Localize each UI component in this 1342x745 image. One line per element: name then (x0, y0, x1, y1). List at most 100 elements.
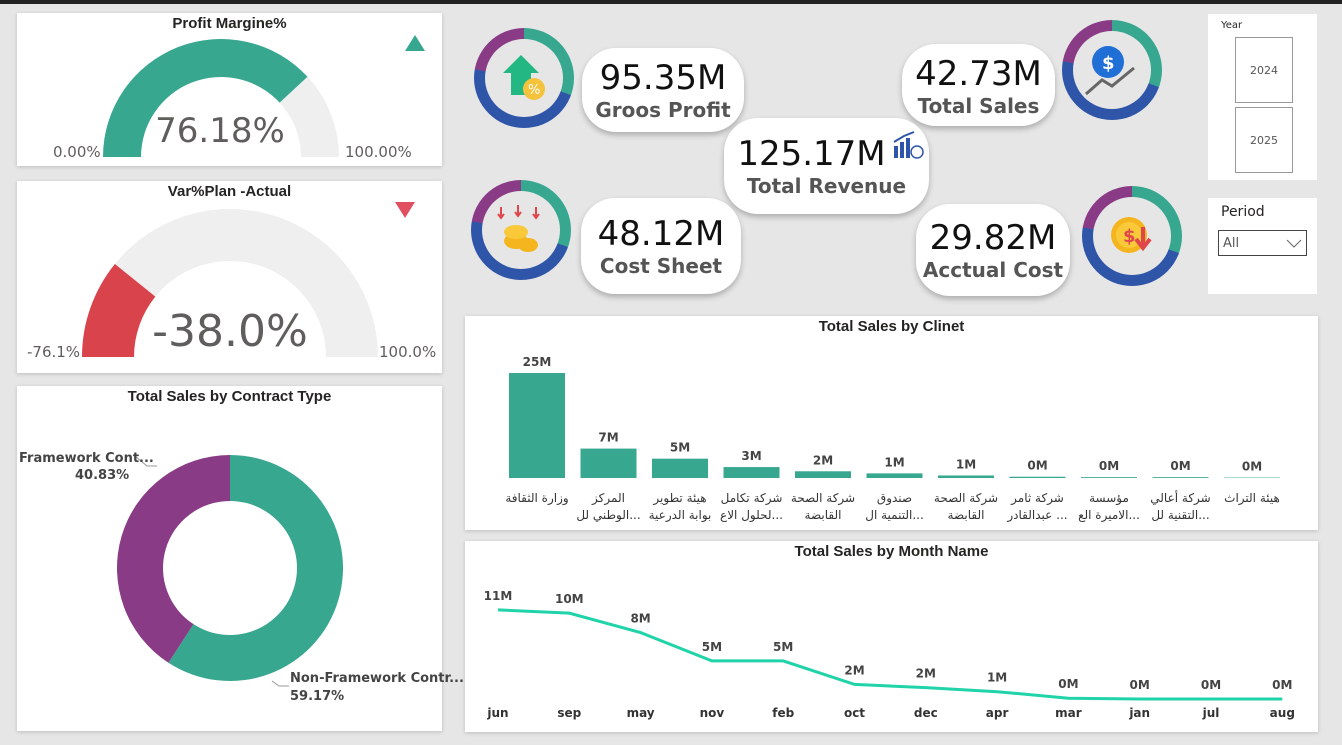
year-slicer: Year 2024 2025 (1208, 14, 1317, 180)
sales-by-client-title: Total Sales by Clinet (818, 318, 965, 335)
slice-label-framework: Framework Cont... (19, 451, 154, 466)
actual-cost-value: 29.82M (929, 218, 1057, 258)
var-plan-max: 100.0% (379, 343, 437, 361)
profit-margin-value: 76.18% (155, 111, 285, 151)
coins-down-icon (471, 180, 571, 280)
month-axis-label: apr (986, 706, 1009, 720)
bar-data-label: 7M (598, 431, 618, 445)
bar (723, 467, 780, 478)
total-sales-ring: $ (1062, 20, 1162, 120)
profit-margin-min: 0.00% (53, 143, 101, 161)
dollar-growth-icon: $ (1062, 20, 1162, 120)
chart-dollar-icon (893, 131, 924, 159)
gross-profit-ring: % (474, 28, 574, 128)
gauge-fill (103, 39, 308, 157)
month-axis-label: mar (1055, 706, 1082, 720)
bar-data-label: 1M (956, 457, 976, 471)
bar (795, 471, 851, 478)
gross-profit-value: 95.35M (599, 58, 727, 98)
triangle-down-icon (395, 202, 415, 218)
profit-margin-title: Profit Margine% (172, 15, 287, 32)
bar-category-label: هيئة تطوير (652, 491, 706, 506)
donut-slice-0 (168, 455, 343, 681)
month-axis-label: sep (557, 706, 581, 720)
gross-profit-kpi: 95.35M Groos Profit (582, 48, 744, 132)
bar-category-label: القابضة (805, 508, 842, 522)
bar-category-label: المركز (591, 491, 625, 506)
line-data-label: 5M (702, 640, 722, 654)
line-data-label: 0M (1058, 677, 1078, 691)
bar-data-label: 0M (1027, 459, 1047, 473)
month-axis-label: jan (1128, 706, 1150, 720)
bar (580, 448, 637, 478)
line-data-label: 10M (555, 592, 584, 606)
chevron-down-icon (1286, 239, 1302, 248)
month-axis-label: dec (914, 706, 938, 720)
bar (866, 473, 923, 478)
actual-cost-ring: $ (1082, 186, 1182, 286)
line-data-label: 1M (987, 671, 1007, 685)
bar (509, 373, 565, 478)
bar (1152, 477, 1209, 478)
cost-sheet-value: 48.12M (597, 214, 725, 254)
actual-cost-kpi: 29.82M Acctual Cost (916, 204, 1070, 296)
sales-line (497, 608, 1283, 701)
gauge-background (82, 209, 378, 357)
year-option-2025[interactable]: 2025 (1235, 107, 1293, 173)
slice-pct-framework: 40.83% (75, 468, 130, 483)
bar (1081, 477, 1137, 478)
slice-pct-non-framework: 59.17% (290, 689, 345, 704)
line-data-label: 2M (844, 663, 864, 677)
line-data-label: 5M (773, 640, 793, 654)
bar-data-label: 25M (523, 355, 552, 369)
bar-data-label: 3M (741, 449, 761, 463)
line-data-label: 0M (1272, 678, 1292, 692)
bar-category-label: وزارة الثقافة (505, 491, 568, 506)
total-sales-kpi: 42.73M Total Sales (902, 44, 1055, 126)
line-data-label: 2M (916, 667, 936, 681)
period-selected: All (1223, 236, 1240, 251)
total-revenue-kpi: 125.17M Total Revenue (724, 118, 929, 214)
gauge-fill (82, 263, 156, 357)
line-data-label: 11M (484, 589, 513, 603)
sales-by-month-card: Total Sales by Month Name 11M jun 10M sep 8M… (465, 541, 1318, 732)
bar-category-label: بوابة الدرعية (649, 508, 712, 523)
total-revenue-label: Total Revenue (746, 174, 907, 198)
line-data-label: 8M (630, 612, 650, 626)
bar (1009, 476, 1066, 478)
total-revenue-value: 125.17M (737, 134, 886, 174)
cost-sheet-label: Cost Sheet (599, 254, 723, 278)
bar-data-label: 2M (813, 453, 833, 467)
period-dropdown[interactable]: All (1218, 230, 1307, 256)
bar-category-label: القابضة (948, 508, 985, 522)
month-axis-label: oct (844, 706, 865, 720)
profit-margin-card: Profit Margine% 76.18% 0.00% 100.00% (17, 13, 442, 166)
bar-data-label: 5M (670, 441, 690, 455)
var-plan-title: Var%Plan -Actual (167, 183, 292, 200)
bar-category-label: التقنية لل... (1151, 508, 1209, 522)
cost-sheet-kpi: 48.12M Cost Sheet (581, 198, 741, 294)
sales-by-month-chart: 11M jun 10M sep 8M may 5M nov 5M feb 2M oct 2M dec 1M a… (484, 589, 1295, 720)
bar-category-label: عبدالقادر ... (1006, 508, 1067, 523)
bar-category-label: شركة ثامر (1010, 491, 1064, 506)
year-option-2024[interactable]: 2024 (1235, 37, 1293, 103)
sales-by-month-title: Total Sales by Month Name (794, 543, 989, 560)
bar-category-label: مؤسسة (1089, 491, 1129, 506)
bar-category-label: لحلول الاع... (720, 508, 783, 523)
contract-type-card: Total Sales by Contract Type Framework C… (17, 386, 464, 731)
svg-text:$: $ (1102, 53, 1115, 74)
svg-text:$: $ (1123, 226, 1136, 247)
leader-line (134, 455, 157, 467)
month-axis-label: may (627, 706, 655, 720)
triangle-up-icon (405, 35, 425, 51)
actual-cost-label: Acctual Cost (922, 258, 1064, 282)
month-axis-label: jul (1202, 706, 1220, 720)
bar-data-label: 0M (1099, 459, 1119, 473)
sales-by-client-card: Total Sales by Clinet 25M وزارة الثقافة 7M… (465, 316, 1318, 530)
line-data-label: 0M (1130, 678, 1150, 692)
var-plan-card: Var%Plan -Actual -38.0% -76.1% 100.0% (17, 181, 442, 373)
total-sales-value: 42.73M (915, 54, 1042, 94)
bar-data-label: 0M (1242, 460, 1262, 474)
var-plan-min: -76.1% (27, 343, 81, 361)
bar-category-label: شركة الصحة (934, 491, 998, 506)
